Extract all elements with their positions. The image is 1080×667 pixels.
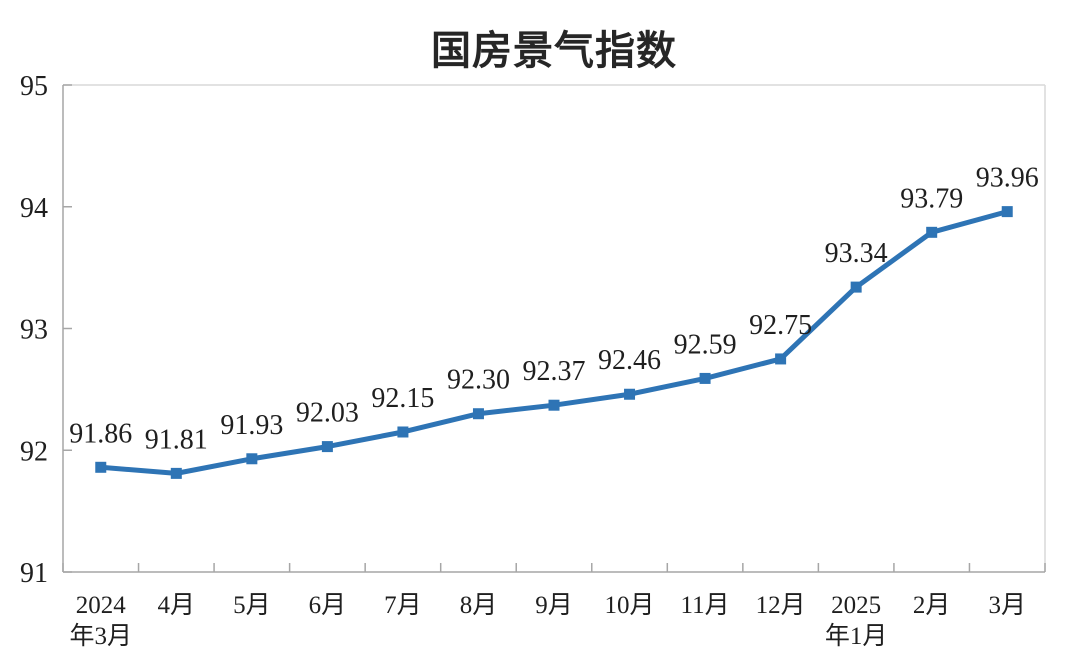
data-point-marker	[472, 408, 484, 420]
data-point-label: 92.30	[447, 365, 510, 396]
data-point-marker	[926, 226, 938, 238]
data-point-marker	[246, 453, 258, 465]
y-axis-tick-label: 93	[20, 315, 48, 346]
chart-title: 国房景气指数	[431, 28, 677, 73]
data-point-label: 93.79	[900, 183, 963, 214]
data-point-marker	[321, 441, 333, 453]
x-axis-tick-label: 6月	[309, 592, 347, 619]
x-axis-tick-label: 年3月	[70, 622, 133, 650]
x-axis-tick-label: 3月	[988, 592, 1026, 619]
x-axis-tick-label: 9月	[535, 592, 573, 619]
data-point-marker	[170, 467, 182, 479]
x-axis-tick-label: 11月	[681, 592, 730, 619]
data-point-marker	[699, 372, 711, 384]
data-point-label: 92.59	[674, 329, 737, 360]
data-point-marker	[397, 426, 409, 438]
data-point-label: 91.93	[220, 410, 283, 441]
data-point-label: 93.34	[825, 238, 888, 269]
data-point-marker	[850, 281, 862, 293]
x-axis-tick-label: 8月	[460, 592, 498, 619]
data-point-marker	[1001, 206, 1013, 218]
y-axis-tick-label: 92	[20, 436, 48, 467]
data-point-label: 91.81	[145, 424, 208, 455]
x-axis-tick-label: 12月	[756, 592, 806, 619]
y-axis-tick-label: 94	[20, 193, 48, 224]
data-point-label: 92.37	[523, 356, 586, 387]
y-axis-tick-label: 95	[20, 71, 48, 102]
data-point-marker	[775, 353, 787, 365]
data-point-label: 93.96	[976, 163, 1039, 194]
x-axis-tick-label: 4月	[158, 592, 196, 619]
data-point-marker	[95, 461, 107, 473]
data-point-marker	[548, 399, 560, 411]
data-point-label: 92.46	[598, 345, 661, 376]
x-axis-tick-label: 年1月	[825, 622, 888, 650]
x-axis-tick-label: 2025	[831, 592, 881, 619]
data-point-marker	[624, 388, 636, 400]
data-point-label: 92.15	[371, 383, 434, 414]
x-axis-tick-label: 5月	[233, 592, 271, 619]
x-axis-tick-label: 10月	[605, 592, 655, 619]
data-point-label: 91.86	[69, 418, 132, 449]
x-axis-tick-label: 2024	[76, 592, 127, 619]
data-point-label: 92.03	[296, 398, 359, 429]
data-point-label: 92.75	[749, 310, 812, 341]
y-axis-tick-label: 91	[20, 558, 48, 589]
x-axis-tick-label: 2月	[913, 592, 951, 619]
x-axis-tick-label: 7月	[384, 592, 422, 619]
